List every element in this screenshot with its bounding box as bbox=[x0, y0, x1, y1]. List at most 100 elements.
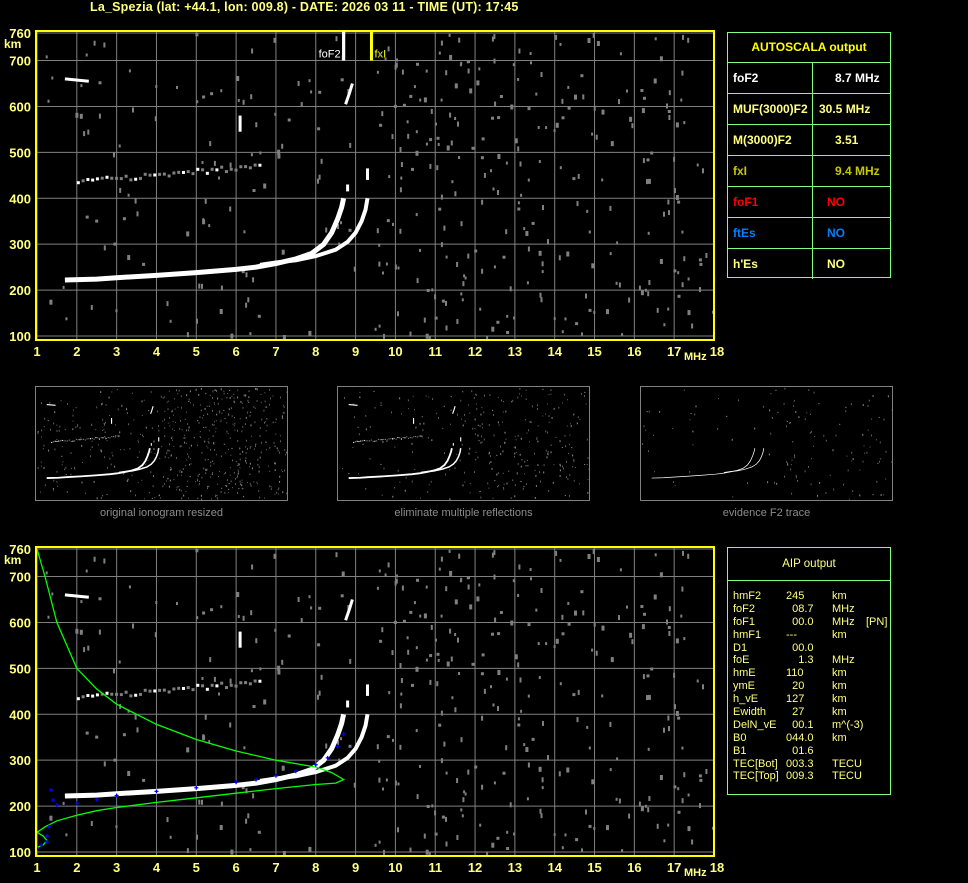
noise-echo bbox=[475, 393, 476, 395]
autoscala-label: foF1 bbox=[728, 187, 813, 217]
noise-echo bbox=[523, 486, 525, 488]
noise-echo bbox=[601, 694, 604, 698]
x-trace bbox=[259, 713, 370, 783]
noise-echo bbox=[261, 418, 263, 421]
noise-echo bbox=[513, 446, 515, 448]
noise-echo bbox=[564, 833, 567, 837]
noise-echo bbox=[286, 451, 287, 454]
noise-echo bbox=[423, 833, 426, 839]
noise-echo bbox=[381, 627, 384, 633]
noise-echo bbox=[172, 439, 173, 441]
noise-echo bbox=[488, 451, 491, 454]
noise-echo bbox=[169, 835, 172, 839]
noise-echo bbox=[458, 156, 461, 159]
noise-echo bbox=[197, 480, 199, 482]
noise-echo bbox=[382, 271, 384, 275]
noise-echo bbox=[131, 474, 133, 476]
x-tick-label: 7 bbox=[272, 860, 279, 875]
x-tick-label: 8 bbox=[312, 860, 319, 875]
noise-echo bbox=[247, 297, 250, 303]
noise-echo bbox=[462, 424, 464, 427]
noise-echo bbox=[136, 211, 139, 217]
noise-echo bbox=[231, 447, 233, 450]
noise-echo bbox=[574, 610, 577, 616]
noise-echo bbox=[211, 473, 213, 475]
noise-echo bbox=[642, 443, 644, 445]
noise-echo bbox=[467, 253, 470, 259]
noise-echo bbox=[668, 90, 671, 96]
noise-echo bbox=[195, 33, 199, 37]
noise-echo bbox=[471, 146, 475, 150]
noise-echo bbox=[545, 430, 547, 433]
noise-echo bbox=[521, 459, 523, 461]
noise-echo bbox=[654, 37, 657, 41]
noise-echo bbox=[475, 451, 477, 453]
noise-echo bbox=[280, 396, 282, 399]
noise-echo bbox=[230, 333, 234, 339]
noise-echo bbox=[687, 826, 691, 832]
noise-echo bbox=[493, 413, 494, 416]
noise-echo bbox=[434, 810, 437, 816]
noise-echo bbox=[813, 445, 814, 447]
noise-echo bbox=[49, 299, 53, 305]
noise-echo bbox=[784, 387, 786, 390]
noise-echo bbox=[163, 476, 164, 478]
noise-echo bbox=[491, 467, 493, 470]
y-tick-label: 760 bbox=[9, 542, 31, 557]
noise-echo bbox=[552, 481, 554, 484]
noise-echo bbox=[130, 490, 132, 492]
noise-echo bbox=[546, 456, 548, 459]
noise-echo bbox=[113, 758, 117, 762]
multiple-reflection-echo bbox=[239, 681, 243, 685]
noise-echo bbox=[696, 163, 699, 167]
noise-echo bbox=[241, 479, 243, 481]
noise-echo bbox=[98, 113, 101, 119]
noise-echo bbox=[349, 142, 352, 148]
multiple-reflection-echo bbox=[360, 440, 362, 442]
noise-echo bbox=[318, 174, 321, 180]
noise-echo bbox=[186, 332, 189, 338]
noise-echo bbox=[564, 393, 565, 396]
noise-echo bbox=[569, 494, 570, 497]
noise-echo bbox=[308, 79, 311, 83]
noise-echo bbox=[397, 469, 399, 472]
noise-echo bbox=[43, 467, 45, 469]
noise-echo bbox=[223, 390, 225, 392]
noise-echo bbox=[239, 480, 241, 483]
multiple-reflection-echo bbox=[234, 168, 238, 172]
noise-echo bbox=[61, 455, 63, 457]
multiple-reflection-echo bbox=[354, 441, 356, 443]
noise-echo bbox=[166, 401, 168, 403]
noise-echo bbox=[476, 408, 478, 410]
noise-echo bbox=[335, 552, 338, 558]
noise-echo bbox=[586, 438, 588, 441]
noise-echo bbox=[481, 784, 484, 790]
noise-echo bbox=[436, 681, 439, 687]
noise-echo bbox=[208, 485, 210, 487]
noise-echo bbox=[513, 832, 516, 836]
multiple-reflection-echo bbox=[95, 177, 99, 181]
noise-echo bbox=[185, 491, 187, 493]
noise-echo bbox=[173, 445, 175, 448]
noise-echo bbox=[450, 140, 453, 146]
multiple-reflection-echo bbox=[372, 440, 374, 442]
o-trace bbox=[348, 447, 453, 479]
noise-echo bbox=[572, 177, 576, 181]
noise-echo bbox=[640, 605, 644, 608]
noise-echo bbox=[696, 679, 699, 683]
noise-echo bbox=[460, 808, 463, 812]
noise-echo bbox=[692, 444, 694, 446]
noise-echo bbox=[415, 130, 418, 134]
noise-echo bbox=[224, 417, 226, 420]
noise-echo bbox=[480, 413, 482, 416]
noise-echo bbox=[555, 638, 559, 644]
noise-echo bbox=[161, 445, 163, 448]
noise-echo bbox=[308, 846, 312, 852]
noise-echo bbox=[276, 447, 278, 450]
aip-name: foF1 bbox=[733, 615, 756, 628]
multiple-reflection-echo bbox=[409, 437, 411, 439]
noise-echo bbox=[162, 396, 164, 399]
aip-unit: km bbox=[832, 706, 847, 719]
noise-echo bbox=[481, 423, 483, 425]
multiple-reflection-echo bbox=[416, 436, 418, 438]
